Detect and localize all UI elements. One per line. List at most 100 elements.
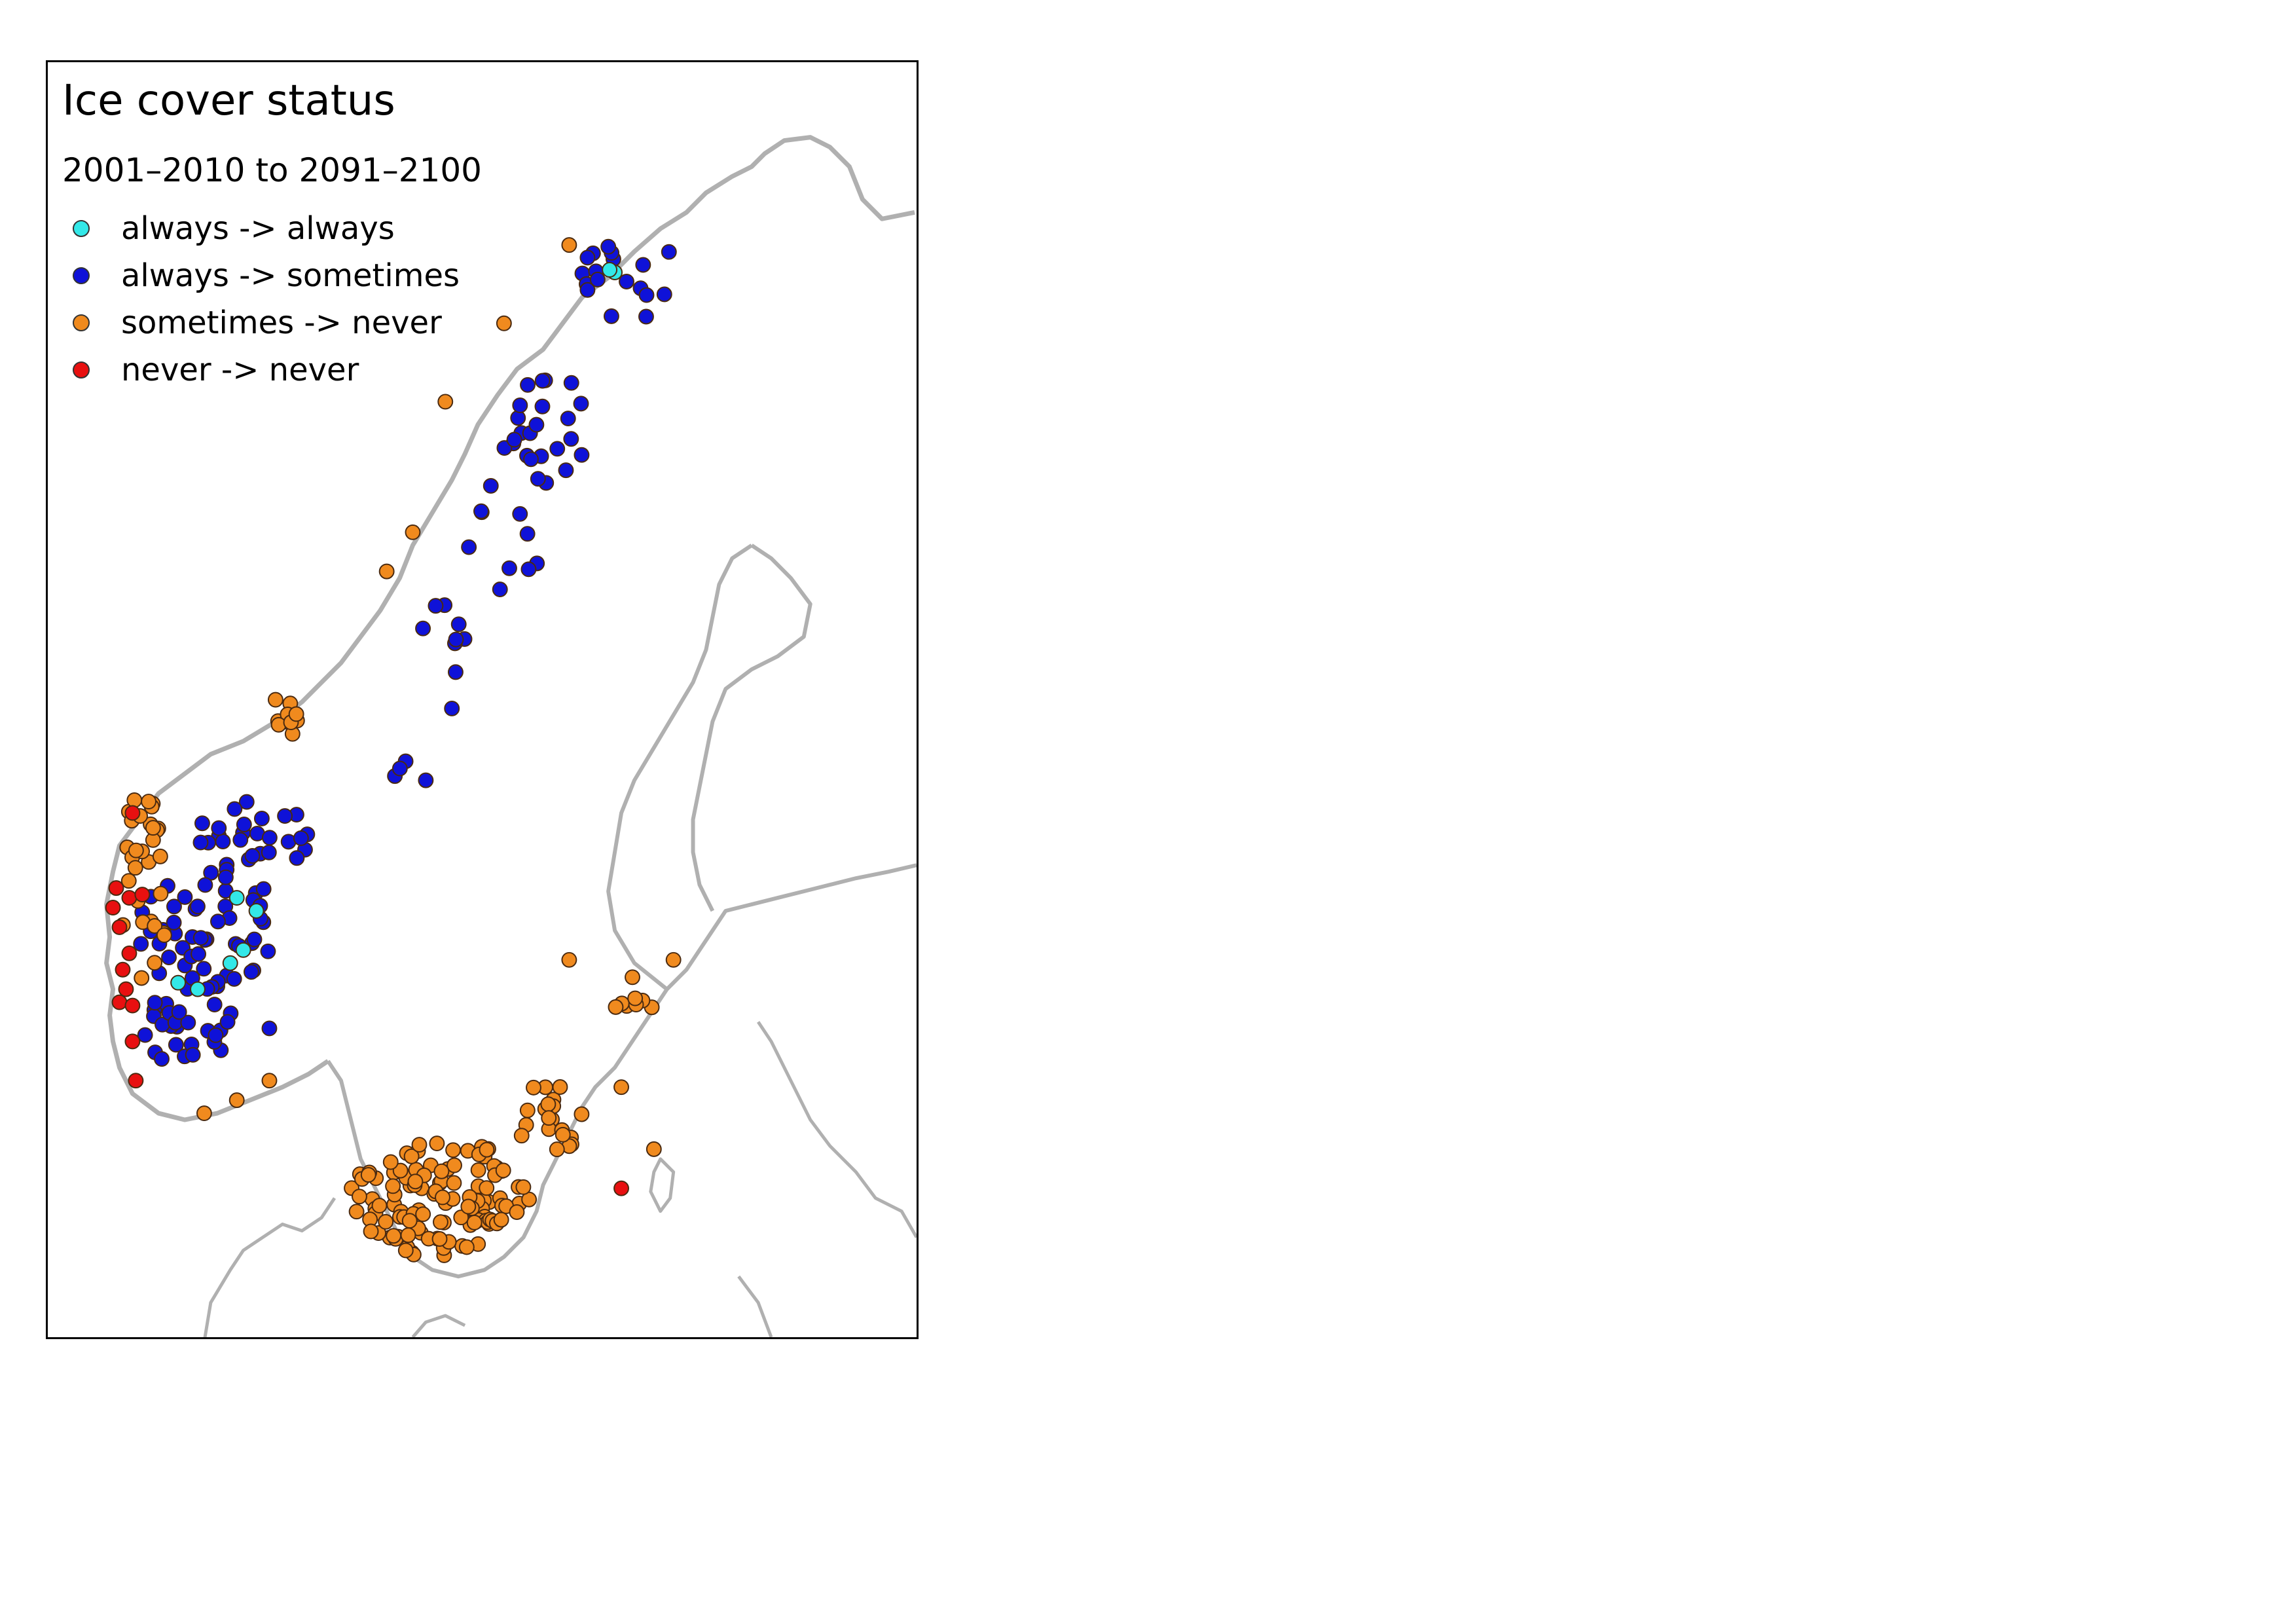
lake-dot-sometimes-never — [401, 1213, 418, 1229]
lake-dot-sometimes-never — [127, 860, 143, 876]
legend: always -> always always -> sometimes som… — [73, 205, 460, 394]
lake-dot-sometimes-never — [134, 970, 150, 986]
lake-dot-always-sometimes — [589, 271, 606, 287]
lake-dot-always-sometimes — [255, 881, 272, 897]
lake-dot-always-sometimes — [197, 877, 213, 893]
lake-dot-always-sometimes — [638, 308, 654, 325]
lake-dot-never-never — [105, 900, 121, 915]
lake-dot-sometimes-never — [382, 1154, 399, 1170]
lake-dot-sometimes-never — [147, 955, 163, 971]
lake-dot-always-sometimes — [418, 772, 434, 788]
lake-dot-always-sometimes — [506, 432, 522, 448]
lake-dot-sometimes-never — [519, 1102, 536, 1118]
lake-dot-always-sometimes — [166, 914, 182, 931]
lake-dot-always-sometimes — [563, 431, 579, 447]
lake-dot-always-sometimes — [168, 1037, 184, 1053]
lake-dot-sometimes-never — [431, 1231, 448, 1247]
lake-dot-always-sometimes — [260, 943, 276, 959]
lake-dot-never-never — [124, 997, 141, 1014]
legend-label: always -> always — [121, 210, 395, 247]
legend-swatch-blue — [73, 267, 90, 284]
legend-label: never -> never — [121, 352, 359, 388]
lake-dot-always-sometimes — [166, 898, 182, 915]
lake-dot-always-sometimes — [161, 950, 177, 965]
lake-dot-always-always — [170, 974, 187, 991]
lake-dot-sometimes-never — [407, 1173, 424, 1190]
lake-dot-always-sometimes — [444, 700, 460, 716]
lake-dot-always-sometimes — [243, 964, 259, 980]
lake-dot-never-never — [128, 1073, 144, 1089]
map-canvas — [104, 135, 917, 1337]
lake-dot-sometimes-never — [415, 1206, 431, 1223]
legend-swatch-cyan — [73, 220, 90, 237]
baltic-south-coast — [737, 1275, 773, 1337]
lake-dot-always-sometimes — [661, 244, 677, 260]
lake-dot-sometimes-never — [496, 315, 512, 331]
lake-dot-never-never — [124, 805, 141, 821]
lake-dot-always-sometimes — [177, 889, 193, 905]
lake-dot-always-sometimes — [191, 946, 206, 962]
map-subtitle: 2001–2010 to 2091–2100 — [62, 151, 482, 189]
lake-dot-always-sometimes — [558, 462, 574, 479]
lake-dot-sometimes-never — [378, 1213, 394, 1230]
lake-dot-sometimes-never — [403, 1148, 420, 1164]
lake-dot-always-always — [222, 955, 238, 971]
lake-dot-sometimes-never — [552, 1079, 568, 1095]
lake-dot-sometimes-never — [128, 842, 144, 858]
lake-dot-always-sometimes — [192, 930, 209, 946]
legend-label: always -> sometimes — [121, 257, 460, 294]
lake-dot-always-sometimes — [563, 375, 579, 391]
lake-dot-sometimes-never — [433, 1163, 450, 1179]
lake-dot-sometimes-never — [360, 1167, 376, 1183]
lake-dot-always-sometimes — [600, 238, 617, 255]
bothnia-east-coast — [691, 544, 812, 912]
lake-dot-always-sometimes — [392, 760, 408, 777]
lake-dot-always-sometimes — [244, 848, 261, 864]
lake-dot-sometimes-never — [126, 792, 143, 808]
lake-dot-sometimes-never — [120, 873, 137, 889]
lake-dot-always-sometimes — [154, 1051, 170, 1067]
lake-dot-always-sometimes — [133, 936, 149, 952]
lake-dot-sometimes-never — [385, 1178, 401, 1194]
lake-dot-always-sometimes — [261, 830, 278, 846]
lake-dot-sometimes-never — [386, 1228, 402, 1244]
lake-dot-always-always — [602, 262, 618, 278]
lake-dot-always-sometimes — [530, 471, 546, 487]
lake-dot-sometimes-never — [446, 1157, 462, 1173]
lake-dot-always-sometimes — [656, 286, 672, 303]
lake-dot-sometimes-never — [495, 1162, 511, 1179]
lake-dot-sometimes-never — [625, 969, 640, 986]
lake-dot-sometimes-never — [446, 1175, 462, 1191]
lake-dot-sometimes-never — [515, 1179, 532, 1195]
lake-dot-always-sometimes — [208, 1027, 224, 1043]
lake-dot-never-never — [613, 1180, 629, 1196]
lake-dot-sometimes-never — [147, 918, 163, 934]
lake-dot-always-sometimes — [603, 308, 619, 324]
lake-dot-sometimes-never — [397, 1242, 414, 1259]
lake-dot-never-never — [115, 961, 131, 978]
lake-dot-sometimes-never — [371, 1198, 388, 1214]
lake-dot-always-sometimes — [574, 447, 590, 463]
lake-dot-sometimes-never — [145, 820, 161, 836]
lake-dot-always-sometimes — [619, 274, 634, 289]
lake-dot-always-sometimes — [253, 811, 270, 826]
lake-dot-sometimes-never — [348, 1204, 365, 1220]
lake-dot-always-sometimes — [496, 440, 513, 456]
lake-dot-always-sometimes — [415, 620, 431, 637]
lake-dot-sometimes-never — [153, 885, 169, 902]
lake-dot-always-sometimes — [579, 282, 596, 298]
lake-dot-sometimes-never — [433, 1214, 448, 1230]
lake-dot-always-sometimes — [492, 581, 508, 598]
lake-dot-always-sometimes — [520, 377, 536, 393]
lake-dot-always-always — [228, 890, 245, 906]
lake-dot-always-sometimes — [226, 970, 242, 987]
legend-item-always-sometimes: always -> sometimes — [73, 252, 460, 299]
gotland-island — [649, 1157, 676, 1213]
lake-dot-always-sometimes — [528, 416, 545, 433]
lake-dot-always-sometimes — [573, 396, 589, 412]
lake-dot-always-sometimes — [217, 869, 234, 885]
lake-dot-never-never — [121, 945, 137, 961]
lake-dot-always-sometimes — [232, 832, 249, 848]
lake-dot-always-sometimes — [210, 913, 226, 930]
lake-dot-sometimes-never — [540, 1096, 556, 1113]
